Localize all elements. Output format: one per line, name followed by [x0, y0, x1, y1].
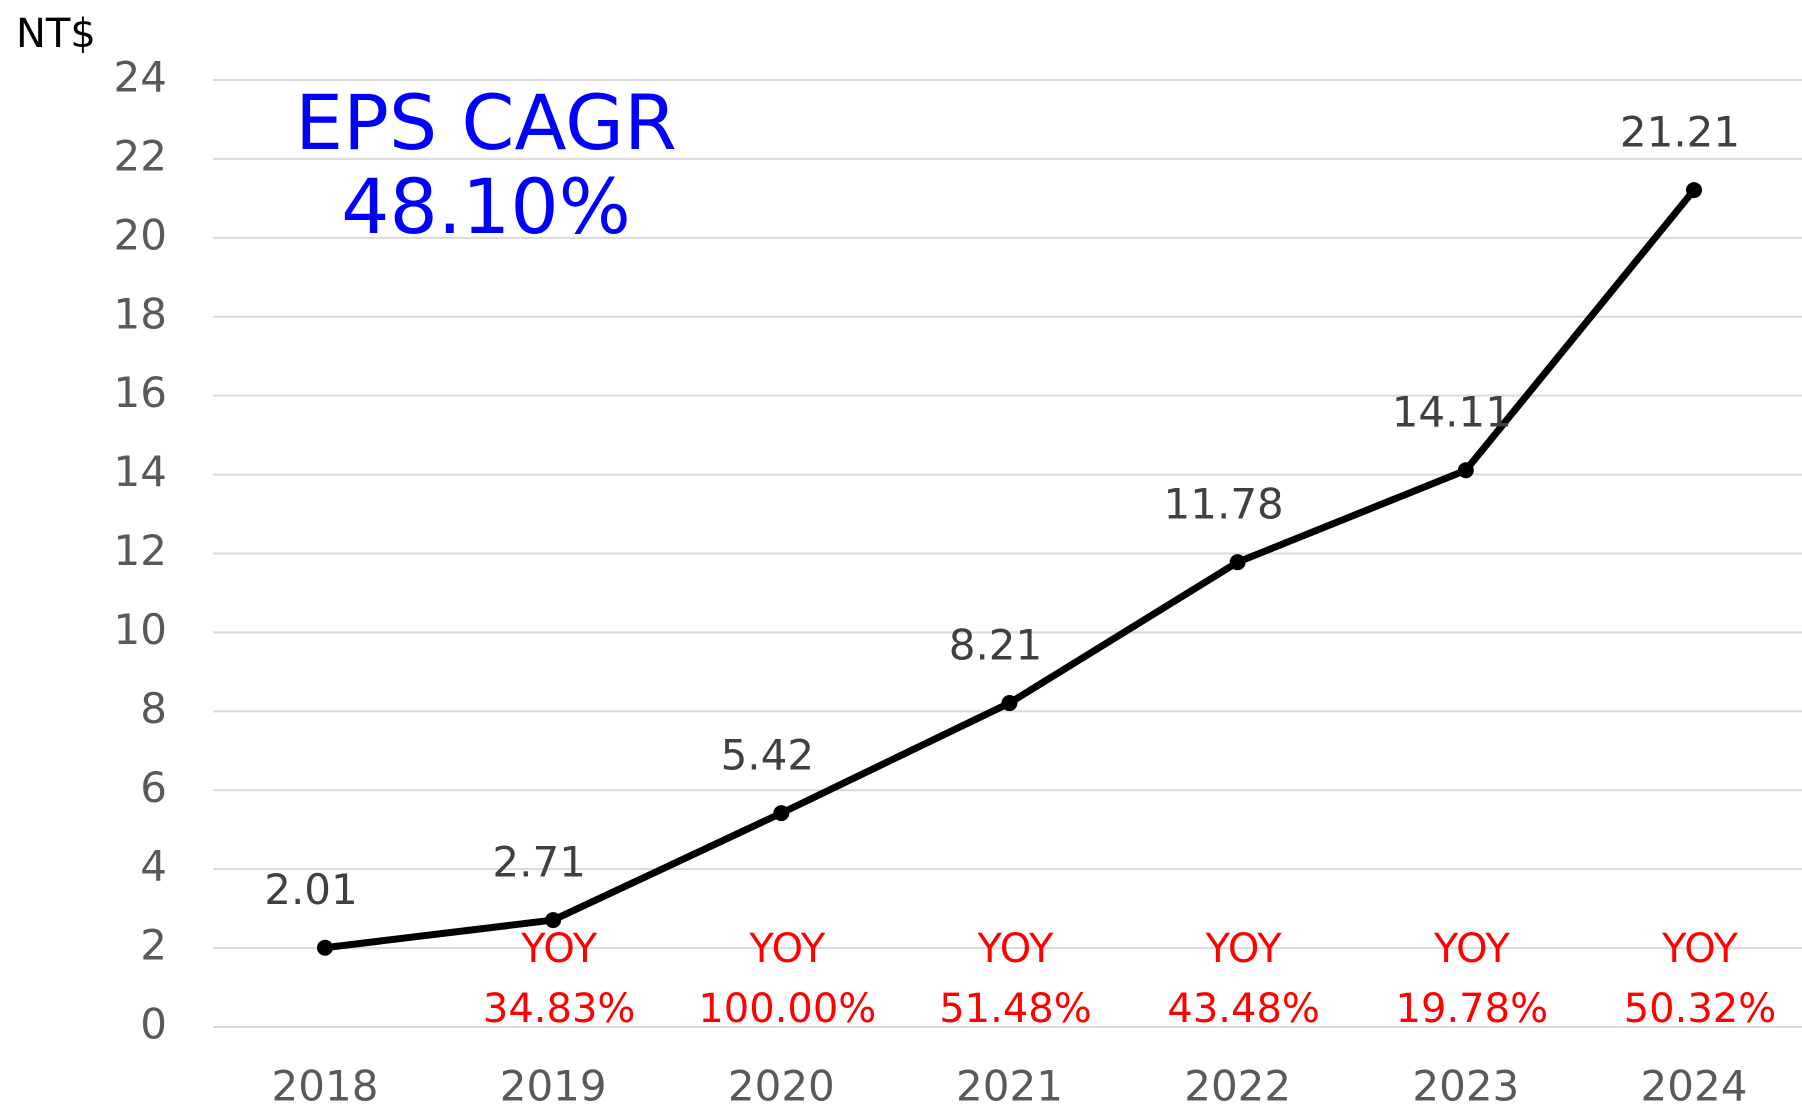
data-label: 21.21	[1620, 108, 1740, 157]
data-label: 5.42	[721, 731, 815, 780]
y-tick-label: 10	[114, 605, 167, 654]
data-label: 2.71	[492, 838, 586, 887]
yoy-title: YOY	[520, 926, 598, 972]
yoy-title: YOY	[977, 926, 1055, 972]
x-tick-label: 2021	[956, 1062, 1063, 1111]
y-tick-label: 22	[114, 131, 167, 180]
data-label: 8.21	[949, 621, 1043, 670]
point	[773, 805, 790, 822]
yoy-value: 34.83%	[483, 986, 636, 1032]
point	[1686, 182, 1702, 199]
y-tick-label: 6	[140, 763, 167, 812]
line	[324, 187, 1697, 952]
yoy-value: 100.00%	[698, 986, 876, 1032]
y-tick-label: 18	[114, 289, 167, 338]
point	[1001, 695, 1018, 712]
y-tick-label: 16	[114, 368, 167, 417]
point	[1457, 462, 1474, 479]
point	[545, 912, 562, 929]
chart-subtitle: 48.10%	[341, 162, 631, 251]
y-tick-label: 12	[114, 526, 167, 575]
x-tick-label: 2019	[500, 1062, 607, 1111]
yoy-title: YOY	[1661, 926, 1739, 972]
chart-title: EPS CAGR	[295, 78, 677, 167]
yoy-value: 19.78%	[1396, 986, 1549, 1032]
y-unit: NT$	[16, 11, 96, 57]
y-tick-label: 0	[140, 1000, 167, 1049]
y-tick-label: 14	[114, 447, 167, 496]
x-tick-label: 2024	[1641, 1062, 1748, 1111]
y-tick-label: 24	[114, 53, 167, 102]
point	[317, 939, 333, 956]
yoy-value: 43.48%	[1167, 986, 1320, 1032]
yoy-title: YOY	[748, 926, 826, 972]
x-tick-label: 2023	[1412, 1062, 1519, 1111]
yoy-value: 50.32%	[1624, 986, 1777, 1032]
yoy-title: YOY	[1433, 926, 1511, 972]
data-label: 11.78	[1164, 480, 1284, 529]
y-tick-label: 4	[140, 842, 167, 891]
yoy-value: 51.48%	[939, 986, 1092, 1032]
x-tick-label: 2022	[1184, 1062, 1291, 1111]
y-tick-label: 2	[140, 921, 167, 970]
point	[1229, 554, 1246, 571]
x-tick-label: 2020	[728, 1062, 835, 1111]
y-tick-label: 20	[114, 210, 167, 259]
data-label: 2.01	[264, 865, 358, 914]
yoy-title: YOY	[1205, 926, 1283, 972]
data-label: 14.11	[1392, 388, 1512, 437]
x-tick-label: 2018	[272, 1062, 379, 1111]
y-tick-label: 8	[140, 684, 167, 733]
